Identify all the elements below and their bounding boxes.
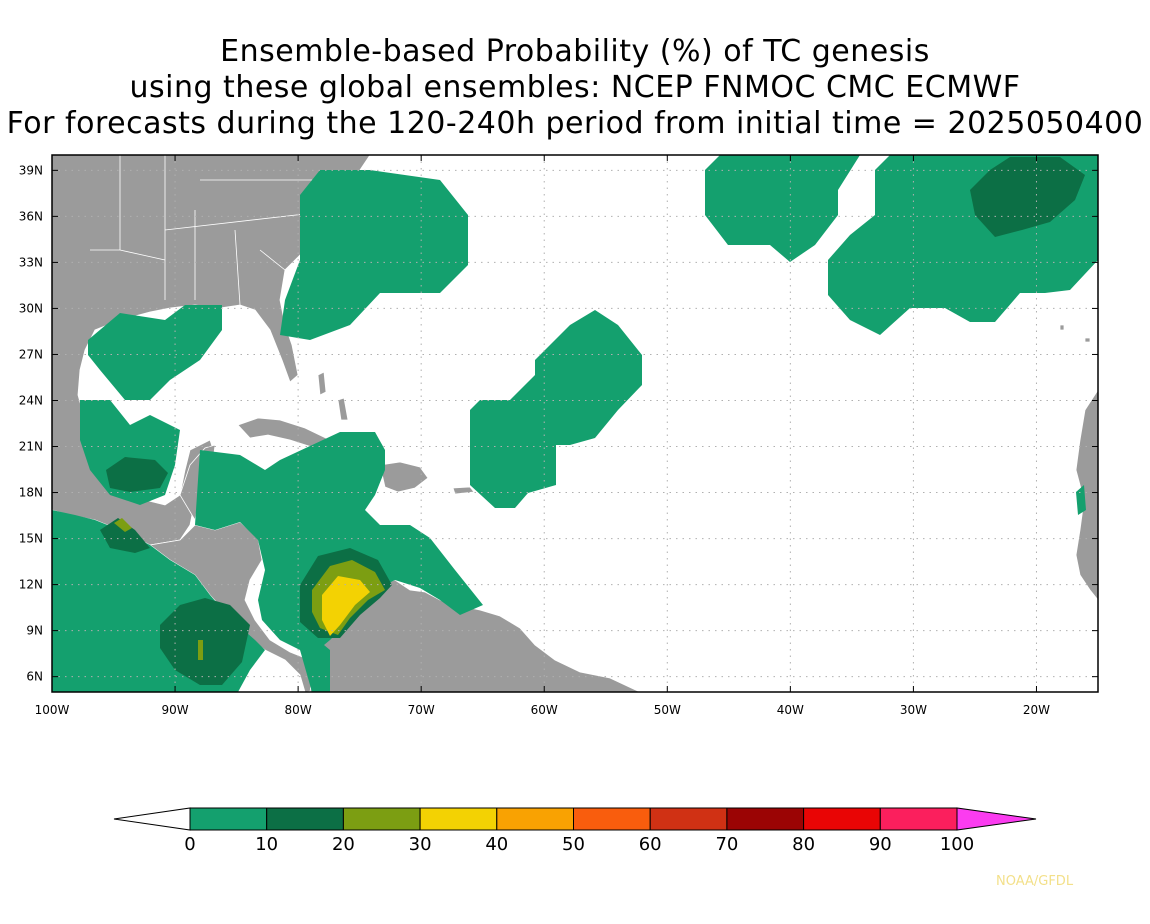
lat-label: 24N <box>19 393 43 407</box>
colorbar-swatch <box>726 807 805 831</box>
colorbar-swatch <box>879 807 958 831</box>
colorbar-swatch <box>803 807 881 831</box>
colorbar-label: 50 <box>562 834 585 855</box>
lon-label: 50W <box>654 703 681 717</box>
lon-label: 30W <box>900 703 927 717</box>
title-line-3: For forecasts during the 120-240h period… <box>6 106 1144 141</box>
colorbar-swatch <box>573 807 651 831</box>
lon-label: 70W <box>408 703 435 717</box>
colorbar-swatch <box>266 807 344 831</box>
map-area <box>52 155 1098 692</box>
colorbar-label: 80 <box>792 834 815 855</box>
colorbar: 0 10 20 30 40 50 60 70 80 90 100 <box>113 807 1037 855</box>
land-africa <box>1075 389 1098 601</box>
lon-label: 40W <box>777 703 804 717</box>
colorbar-label: 90 <box>869 834 892 855</box>
credit-text: NOAA/GFDL <box>996 874 1074 889</box>
lat-label: 36N <box>19 209 43 223</box>
colorbar-label: 40 <box>485 834 508 855</box>
colorbar-label: 10 <box>255 834 278 855</box>
colorbar-label: 0 <box>184 834 195 855</box>
lat-label: 21N <box>19 440 43 454</box>
lat-label: 39N <box>19 163 43 177</box>
lat-label: 30N <box>19 301 43 315</box>
land-bahamas <box>317 371 349 421</box>
colorbar-over-triangle <box>956 807 1037 831</box>
latitude-axis: 39N 36N 33N 30N 27N 24N 21N 18N 15N 12N 9N 6N <box>19 163 1098 684</box>
lon-label: 60W <box>531 703 558 717</box>
land-canary-islands <box>1059 324 1091 343</box>
colorbar-label: 20 <box>332 834 355 855</box>
colorbar-swatch <box>419 807 498 831</box>
title-line-2: using these global ensembles: NCEP FNMOC… <box>129 70 1021 105</box>
lon-label: 100W <box>35 703 70 717</box>
colorbar-swatch <box>649 807 728 831</box>
colorbar-label: 70 <box>715 834 738 855</box>
land-hispaniola <box>379 461 429 493</box>
colorbar-label: 100 <box>940 834 974 855</box>
lat-label: 27N <box>19 347 43 361</box>
colorbar-swatch <box>496 807 574 831</box>
lon-label: 80W <box>285 703 312 717</box>
lon-label: 20W <box>1023 703 1050 717</box>
prob-30-40 <box>322 576 370 636</box>
state-borders <box>90 155 341 306</box>
colorbar-swatch <box>342 807 421 831</box>
lat-label: 15N <box>19 532 43 546</box>
longitude-axis: 100W 90W 80W 70W 60W 50W 40W 30W 20W <box>35 155 1050 717</box>
colorbar-under-triangle <box>113 807 191 831</box>
lon-label: 90W <box>161 703 188 717</box>
lat-label: 12N <box>19 578 43 592</box>
graticule <box>52 155 1098 692</box>
lat-label: 33N <box>19 255 43 269</box>
lat-label: 9N <box>26 624 43 638</box>
lat-label: 18N <box>19 486 43 500</box>
colorbar-label: 30 <box>409 834 432 855</box>
title-line-1: Ensemble-based Probability (%) of TC gen… <box>220 34 930 69</box>
colorbar-swatch <box>189 807 268 831</box>
colorbar-label: 60 <box>639 834 662 855</box>
map-frame <box>51 154 1099 693</box>
lat-label: 6N <box>26 670 43 684</box>
